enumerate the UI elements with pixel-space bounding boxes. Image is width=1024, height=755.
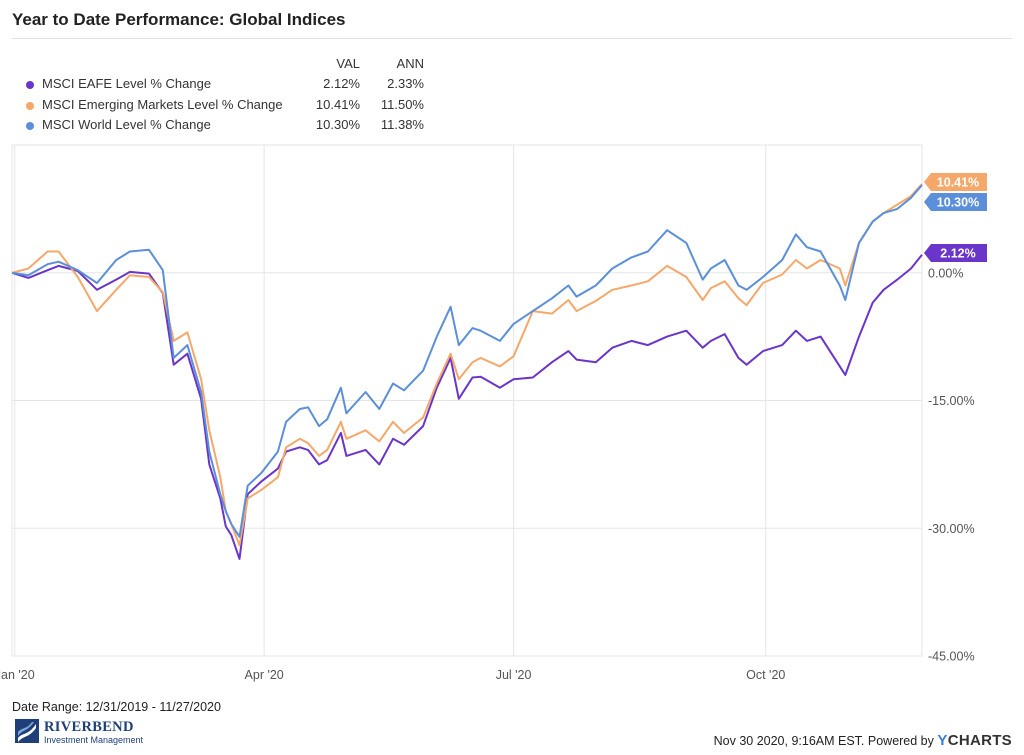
end-label-text: 10.30%: [937, 196, 979, 210]
x-tick-label: Apr '20: [245, 668, 284, 682]
ycharts-y: Y: [937, 732, 948, 749]
line-chart[interactable]: Jan '20 Apr '20 Jul '20 Oct '20 0.00% -15.00…: [0, 140, 1024, 700]
x-tick-label: Oct '20: [746, 668, 785, 682]
logo-name: RIVERBEND: [44, 719, 134, 735]
ycharts-link[interactable]: YCHARTS: [937, 732, 1012, 749]
legend-dot-icon: [26, 81, 34, 89]
legend-item-ann: 2.33%: [387, 76, 424, 91]
legend-item-ann: 11.38%: [380, 117, 424, 132]
series-line-2[interactable]: [11, 184, 923, 538]
x-axis: Jan '20 Apr '20 Jul '20 Oct '20: [0, 668, 785, 682]
end-label-text: 10.41%: [937, 176, 979, 190]
chart-title: Year to Date Performance: Global Indices: [12, 10, 346, 29]
legend-item-name: MSCI Emerging Markets Level % Change: [42, 96, 283, 112]
y-tick-label: -15.00%: [928, 394, 975, 408]
timestamp: Nov 30 2020, 9:16AM EST. Powered by: [713, 734, 934, 748]
attribution: Nov 30 2020, 9:16AM EST. Powered by YCHA…: [714, 732, 1012, 749]
chart-series: [11, 183, 923, 560]
riverbend-logo-icon: [15, 719, 39, 743]
title-divider: [12, 38, 1012, 39]
series-line-1[interactable]: [11, 183, 923, 547]
legend-item-name: MSCI EAFE Level % Change: [42, 76, 212, 91]
date-range: Date Range: 12/31/2019 - 11/27/2020: [12, 700, 221, 714]
legend-item-val: 10.30%: [315, 117, 360, 132]
legend-item-ann: 11.50%: [380, 96, 424, 112]
y-axis: 0.00% -15.00% -30.00% -45.00%: [928, 266, 975, 663]
end-label-tag: [924, 173, 987, 191]
riverbend-logo: RIVERBEND Investment Management: [14, 718, 154, 748]
end-label-0: 2.12%: [924, 244, 987, 262]
legend-item-name: MSCI World Level % Change: [42, 117, 211, 132]
end-label-text: 2.12%: [940, 247, 975, 261]
series-line-0[interactable]: [11, 254, 923, 560]
legend-item-val: 2.12%: [323, 76, 360, 91]
logo-subtitle: Investment Management: [44, 735, 144, 745]
x-tick-label: Jan '20: [0, 668, 35, 682]
chart-grid: [11, 144, 923, 657]
end-value-labels: 10.41% 10.30% 2.12%: [924, 173, 987, 262]
y-tick-label: -45.00%: [928, 650, 975, 664]
y-tick-label: -30.00%: [928, 522, 975, 536]
end-label-tag: [924, 244, 987, 262]
x-tick-label: Jul '20: [496, 668, 532, 682]
legend-dot-icon: [26, 122, 34, 130]
legend-dot-icon: [26, 101, 34, 110]
legend-col-ann: ANN: [396, 56, 424, 71]
ycharts-rest: CHARTS: [947, 732, 1012, 749]
end-label-1: 10.41%: [924, 173, 987, 191]
legend-item-val: 10.41%: [315, 96, 360, 112]
end-label-tag: [924, 193, 987, 211]
legend-col-val: VAL: [336, 56, 360, 71]
end-label-2: 10.30%: [924, 193, 987, 211]
y-tick-label: 0.00%: [928, 266, 963, 280]
